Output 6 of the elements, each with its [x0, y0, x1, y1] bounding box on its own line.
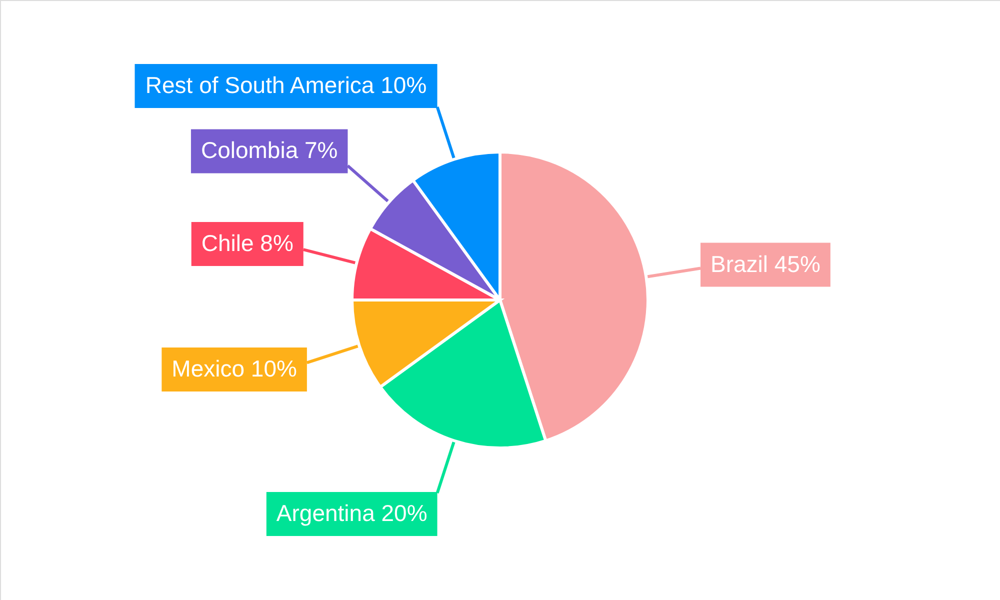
slice-label: Brazil 45%: [710, 250, 820, 277]
slice-label: Colombia 7%: [200, 137, 338, 164]
slice-label: Argentina 20%: [276, 500, 428, 526]
slice-label: Rest of South America 10%: [145, 72, 427, 98]
slice-label: Mexico 10%: [172, 356, 297, 382]
slice-label: Chile 8%: [201, 230, 294, 256]
